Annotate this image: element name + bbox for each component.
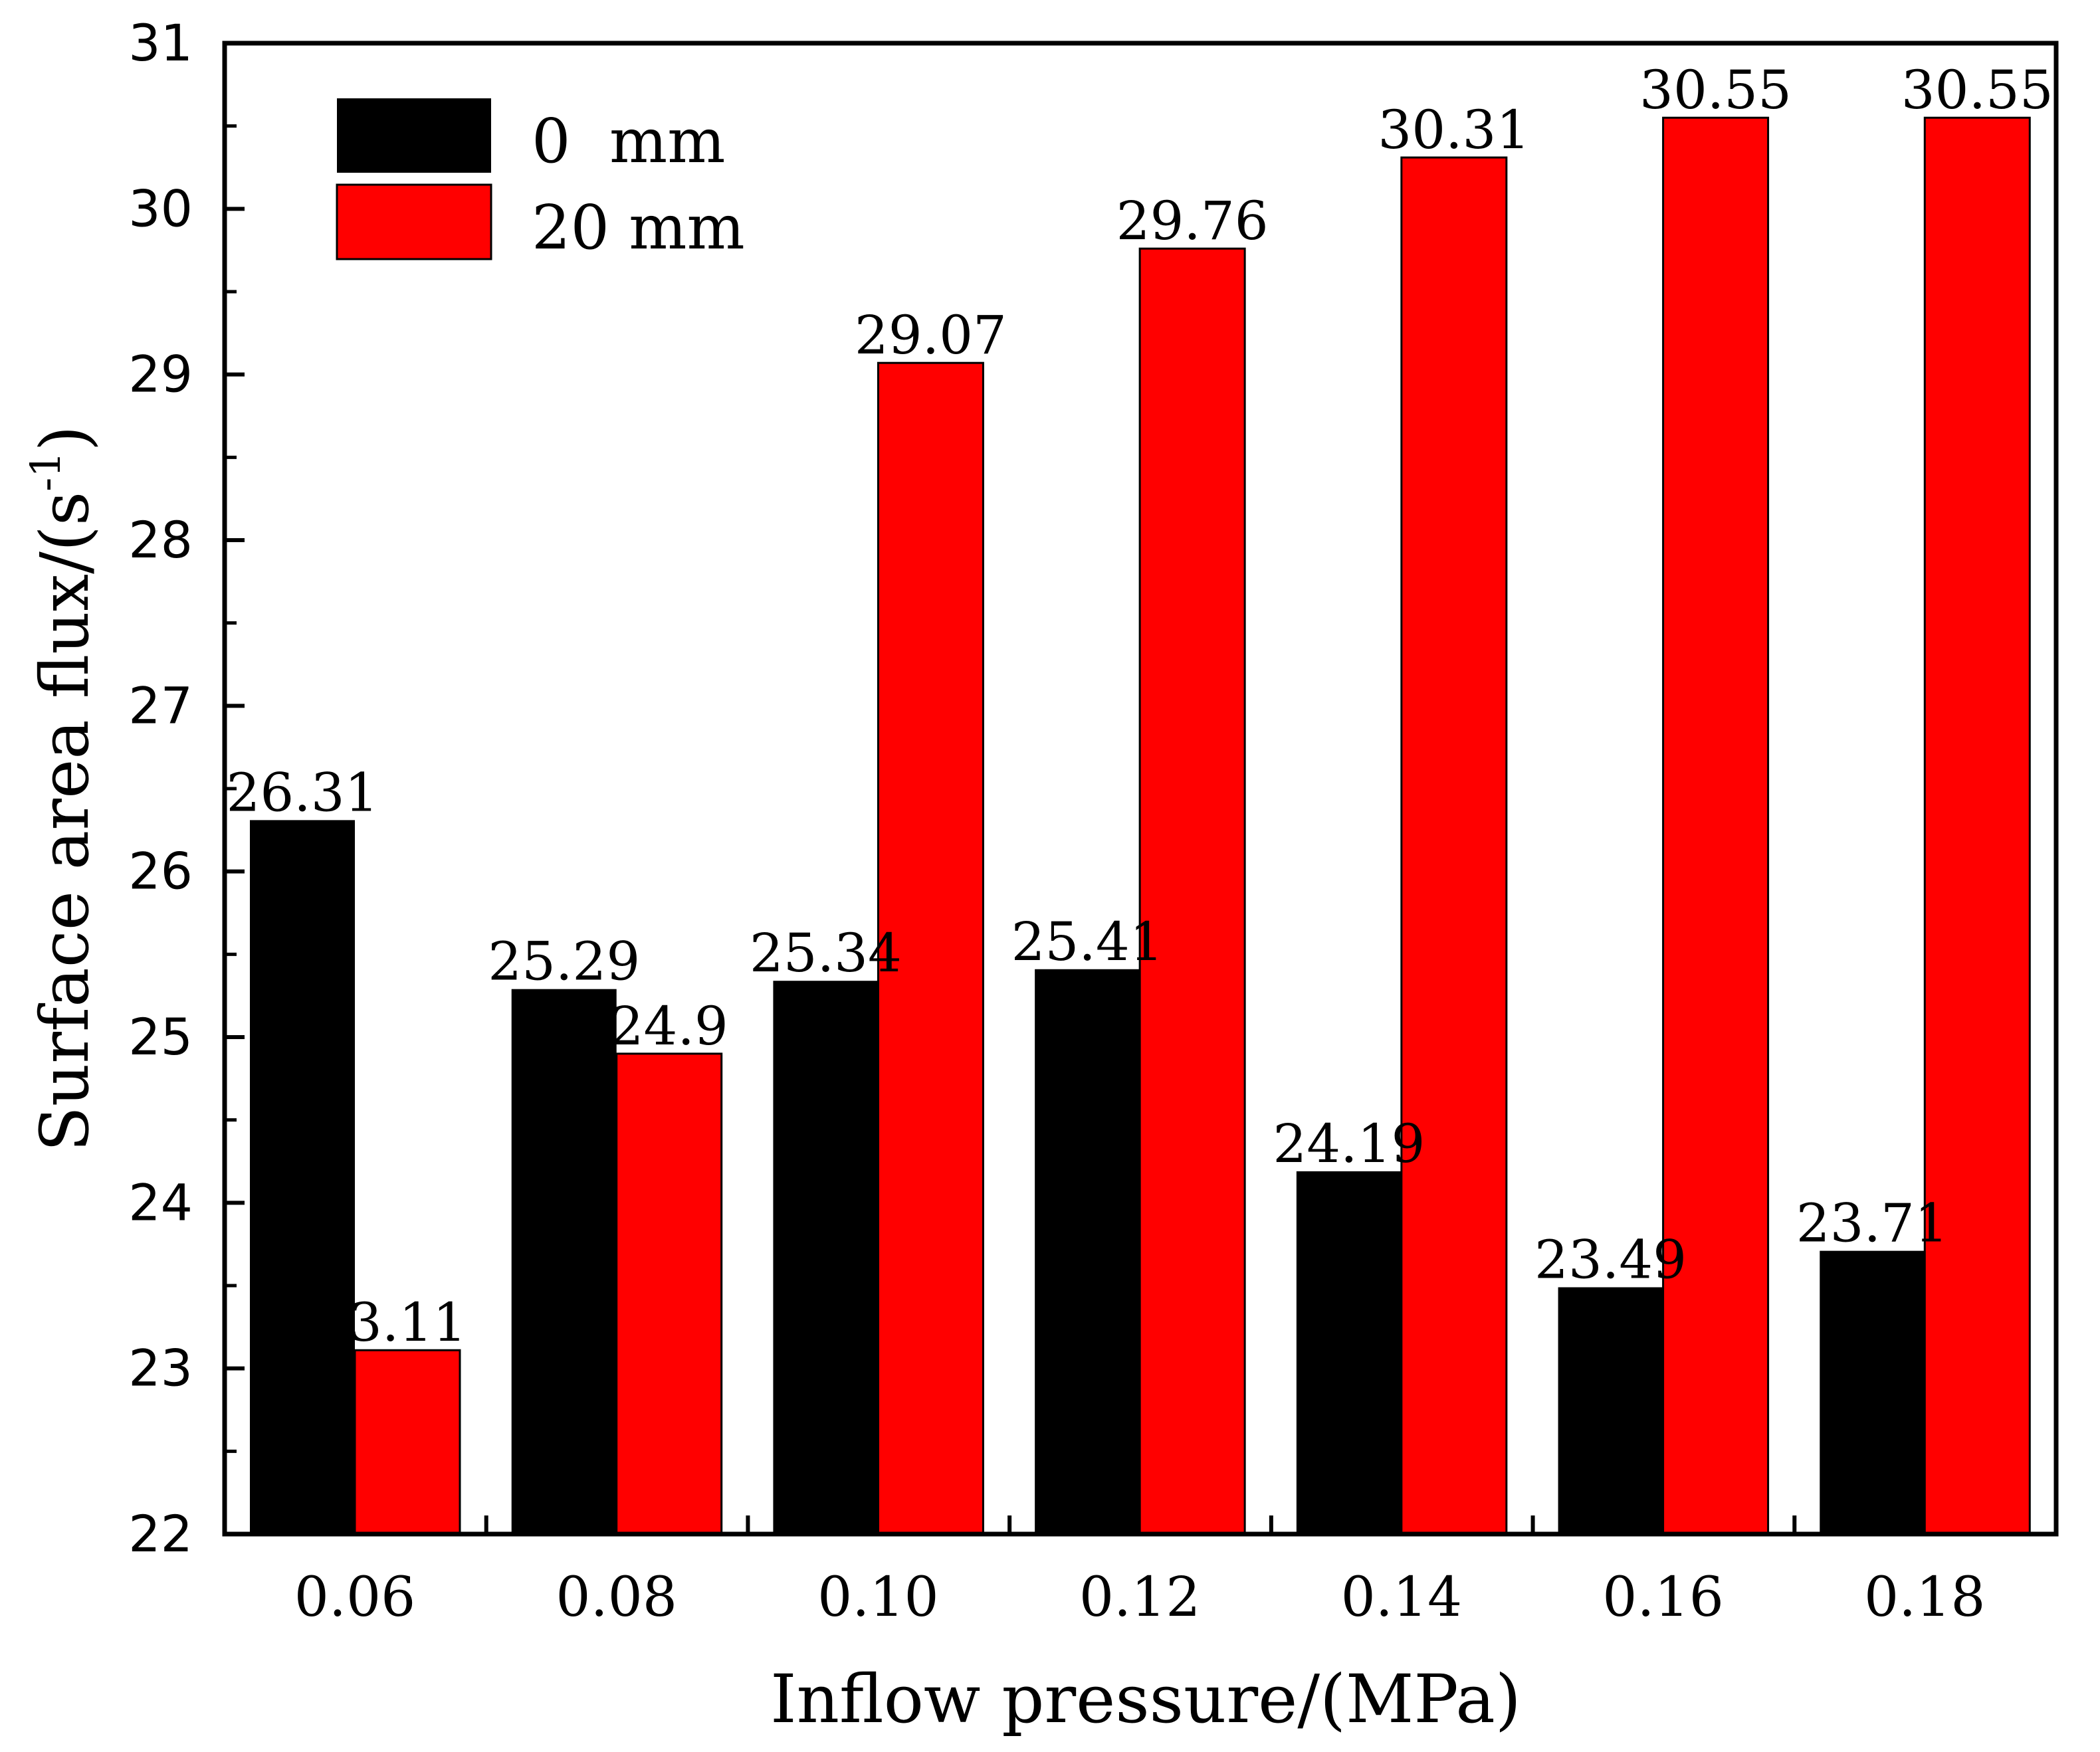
bar-0mm-0.18 xyxy=(1820,1250,1925,1534)
x-axis-title: Inflow pressure/(MPa) xyxy=(770,1660,1521,1738)
y-tick-label: 25 xyxy=(128,1007,193,1066)
y-tick-label: 26 xyxy=(128,842,193,901)
bar-0mm-0.08 xyxy=(511,989,617,1534)
x-tick-labels: 0.06 0.08 0.10 0.12 0.14 0.16 0.18 xyxy=(294,1566,1986,1629)
y-axis-title-close: ) xyxy=(26,425,104,451)
y-axis-title: Surface area flux/(s-1) xyxy=(21,425,104,1151)
bar-20mm-0.16 xyxy=(1662,116,1770,1535)
bar-20mm-0.18 xyxy=(1923,116,2031,1535)
data-label-0mm-0.08: 25.29 xyxy=(488,931,640,993)
y-tick-label: 30 xyxy=(128,179,193,238)
bar-0mm-0.06 xyxy=(250,820,355,1534)
bar-0mm-0.10 xyxy=(773,981,879,1534)
x-tick-label: 0.16 xyxy=(1602,1566,1724,1629)
y-axis-title-sup: -1 xyxy=(21,451,70,491)
x-tick-label: 0.18 xyxy=(1864,1566,1986,1629)
y-tick-label: 29 xyxy=(128,345,193,404)
y-tick-label: 31 xyxy=(128,13,193,72)
y-tick-labels: 22 23 24 25 26 27 28 29 30 31 xyxy=(128,13,193,1563)
legend-label-20mm: 20 mm xyxy=(532,192,745,263)
bars xyxy=(250,116,2031,1535)
bar-20mm-0.12 xyxy=(1138,247,1246,1535)
bar-0mm-0.14 xyxy=(1296,1171,1402,1534)
legend-swatch-20mm xyxy=(336,183,492,260)
data-label-0mm-0.06: 26.31 xyxy=(226,761,378,823)
y-tick-label: 28 xyxy=(128,510,193,569)
data-label-20mm-0.14: 30.31 xyxy=(1378,99,1530,161)
y-axis-title-main: Surface area flux/(s xyxy=(26,492,104,1152)
data-label-0mm-0.18: 23.71 xyxy=(1796,1193,1948,1254)
bar-20mm-0.08 xyxy=(615,1052,723,1535)
data-label-20mm-0.06: 3.11 xyxy=(348,1292,467,1353)
y-tick-label: 24 xyxy=(128,1173,193,1232)
x-tick-label: 0.12 xyxy=(1079,1566,1201,1629)
data-label-0mm-0.16: 23.49 xyxy=(1534,1228,1687,1290)
data-label-0mm-0.14: 24.19 xyxy=(1273,1113,1425,1175)
x-tick-label: 0.06 xyxy=(294,1566,416,1629)
data-label-0mm-0.10: 25.34 xyxy=(750,922,902,984)
legend-swatch-0mm xyxy=(337,98,491,173)
data-label-20mm-0.16: 30.55 xyxy=(1639,59,1792,121)
x-tick-label: 0.08 xyxy=(556,1566,677,1629)
data-label-20mm-0.10: 29.07 xyxy=(855,304,1007,366)
x-tick-label: 0.14 xyxy=(1341,1566,1463,1629)
bar-0mm-0.12 xyxy=(1035,969,1140,1534)
data-label-0mm-0.12: 25.41 xyxy=(1011,911,1164,973)
legend-label-0mm: 0 mm xyxy=(532,106,726,177)
bar-20mm-0.06 xyxy=(354,1349,461,1535)
x-tick-label: 0.10 xyxy=(817,1566,939,1629)
bar-20mm-0.10 xyxy=(877,361,984,1535)
y-tick-label: 23 xyxy=(128,1339,193,1398)
bar-20mm-0.14 xyxy=(1400,156,1508,1535)
y-tick-label: 27 xyxy=(128,676,193,735)
data-label-20mm-0.18: 30.55 xyxy=(1901,59,2053,121)
legend: 0 mm 20 mm xyxy=(336,98,745,263)
y-tick-label: 22 xyxy=(128,1504,193,1563)
data-label-20mm-0.08: 24.9 xyxy=(610,995,728,1057)
data-label-20mm-0.12: 29.76 xyxy=(1116,190,1269,252)
bar-0mm-0.16 xyxy=(1558,1287,1663,1534)
plot-frame xyxy=(222,41,2059,1537)
